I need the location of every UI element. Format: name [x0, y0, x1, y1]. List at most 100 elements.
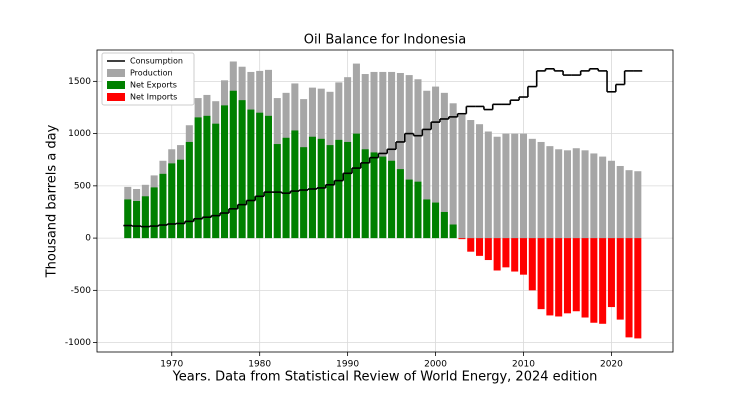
bar — [440, 211, 448, 239]
bar — [379, 156, 387, 239]
bar — [405, 75, 413, 239]
bar — [388, 71, 396, 239]
bar — [484, 238, 492, 261]
x-tick-label: 1980 — [248, 360, 271, 370]
bar — [502, 133, 510, 239]
bar — [352, 133, 360, 239]
legend-label: Net Imports — [130, 93, 177, 102]
plot-frame — [96, 49, 674, 353]
bar — [519, 133, 528, 239]
bar — [458, 114, 466, 239]
bar — [423, 90, 431, 239]
y-tick-label: 500 — [74, 181, 91, 191]
bar — [607, 160, 615, 239]
bar — [291, 130, 299, 239]
bar — [546, 238, 554, 316]
x-tick-label: 2010 — [512, 360, 535, 370]
bar — [220, 105, 229, 239]
bar — [423, 199, 431, 239]
bar — [361, 149, 369, 239]
bar — [124, 199, 132, 239]
bar — [326, 145, 334, 239]
bar — [590, 238, 598, 323]
bar — [599, 156, 607, 239]
y-tick-label: -1000 — [65, 338, 91, 348]
bar — [616, 165, 624, 239]
bar — [405, 179, 413, 239]
bar — [379, 71, 387, 239]
bar — [168, 163, 176, 239]
bar — [414, 79, 422, 239]
chart-title: Oil Balance for Indonesia — [304, 33, 466, 48]
bar — [590, 153, 598, 239]
bar — [282, 137, 290, 239]
legend-box — [101, 52, 195, 106]
bar — [484, 131, 492, 239]
bar — [476, 124, 484, 239]
bar — [616, 238, 624, 320]
bar — [537, 238, 545, 310]
bar — [555, 238, 563, 317]
bar — [212, 123, 220, 239]
x-tick-label: 1990 — [336, 360, 359, 370]
bar — [414, 181, 422, 239]
bar — [432, 202, 440, 239]
y-axis-label: Thousand barrels a day — [45, 124, 60, 278]
bar — [467, 238, 475, 252]
x-tick-label: 1970 — [160, 360, 183, 370]
bar — [511, 133, 519, 239]
bar — [493, 136, 501, 239]
bar — [476, 238, 484, 256]
bar — [546, 146, 554, 239]
bar — [247, 109, 255, 239]
bar — [572, 148, 580, 239]
bar — [634, 238, 642, 339]
bar — [528, 238, 536, 291]
bar — [572, 238, 580, 312]
bar — [625, 238, 633, 338]
bar — [634, 171, 642, 239]
x-tick-label: 2020 — [600, 360, 623, 370]
bar — [150, 187, 158, 239]
bar — [449, 103, 457, 239]
bar — [229, 90, 237, 239]
bar — [159, 173, 167, 239]
bar — [502, 238, 510, 268]
x-axis-label: Years. Data from Statistical Review of W… — [172, 370, 598, 385]
bar — [537, 141, 545, 239]
bar — [177, 159, 185, 239]
bar — [133, 201, 141, 239]
bar — [449, 224, 457, 239]
bar — [440, 92, 448, 239]
bar — [581, 238, 589, 318]
bar — [396, 169, 404, 239]
legend-label: Consumption — [130, 57, 183, 66]
bar — [273, 144, 281, 239]
bar — [458, 238, 466, 240]
bar — [203, 115, 211, 239]
x-tick-label: 2000 — [424, 360, 447, 370]
legend-label: Net Exports — [130, 81, 177, 90]
bar — [141, 196, 149, 239]
bar — [528, 138, 536, 239]
bar — [607, 238, 615, 308]
y-tick-label: 1500 — [68, 77, 91, 87]
bar — [344, 141, 352, 239]
bar — [563, 238, 571, 314]
bar — [432, 86, 440, 239]
y-tick-label: -500 — [71, 286, 92, 296]
bar — [493, 238, 501, 271]
y-tick-label: 1000 — [68, 129, 91, 139]
bar — [625, 170, 633, 239]
bar — [511, 238, 519, 272]
bar — [185, 141, 193, 239]
bar — [388, 160, 396, 239]
legend-swatch — [107, 69, 125, 77]
bar — [256, 112, 264, 239]
bar — [308, 136, 316, 239]
bar — [238, 100, 246, 239]
legend-swatch — [107, 93, 125, 101]
bar — [194, 117, 202, 239]
bar — [396, 72, 404, 239]
